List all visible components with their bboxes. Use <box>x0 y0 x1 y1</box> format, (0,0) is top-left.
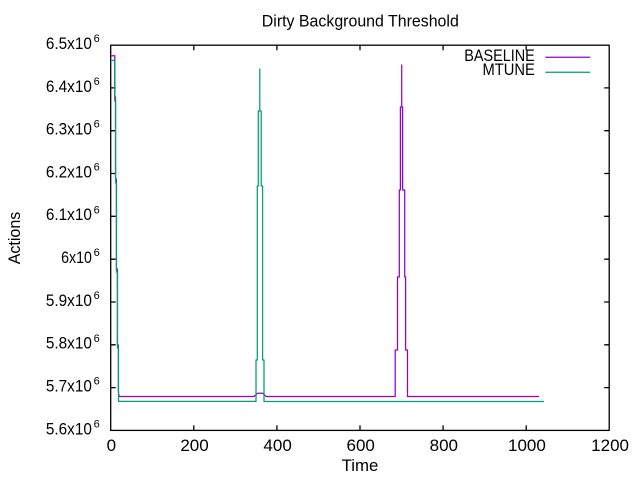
svg-text:400: 400 <box>263 436 291 455</box>
svg-text:0: 0 <box>107 436 116 455</box>
svg-text:1000: 1000 <box>508 436 546 455</box>
svg-text:6.3x10: 6.3x10 <box>46 120 92 139</box>
svg-text:6: 6 <box>94 247 100 259</box>
svg-text:5.9x10: 5.9x10 <box>46 291 92 310</box>
svg-text:Dirty Background Threshold: Dirty Background Threshold <box>262 12 459 31</box>
svg-text:6: 6 <box>94 119 100 131</box>
svg-text:Actions: Actions <box>5 212 24 265</box>
svg-text:1200: 1200 <box>591 436 629 455</box>
svg-text:6.1x10: 6.1x10 <box>46 205 92 224</box>
svg-text:6: 6 <box>94 162 100 174</box>
svg-text:6: 6 <box>94 376 100 388</box>
svg-text:6x10: 6x10 <box>61 248 92 267</box>
svg-text:6: 6 <box>94 290 100 302</box>
svg-text:MTUNE: MTUNE <box>483 60 535 79</box>
svg-text:6.2x10: 6.2x10 <box>46 162 92 181</box>
svg-text:6: 6 <box>94 33 100 45</box>
svg-text:200: 200 <box>180 436 208 455</box>
svg-text:Time: Time <box>342 456 379 475</box>
svg-text:6.5x10: 6.5x10 <box>46 34 92 53</box>
svg-text:5.8x10: 5.8x10 <box>46 334 92 353</box>
svg-text:5.7x10: 5.7x10 <box>46 377 92 396</box>
svg-text:6.4x10: 6.4x10 <box>46 77 92 96</box>
svg-text:BASELINE: BASELINE <box>464 46 535 65</box>
svg-text:5.6x10: 5.6x10 <box>46 419 92 438</box>
svg-text:6: 6 <box>94 204 100 216</box>
svg-text:800: 800 <box>430 436 458 455</box>
svg-text:6: 6 <box>94 76 100 88</box>
svg-text:6: 6 <box>94 333 100 345</box>
svg-text:600: 600 <box>347 436 375 455</box>
svg-text:6: 6 <box>94 418 100 430</box>
